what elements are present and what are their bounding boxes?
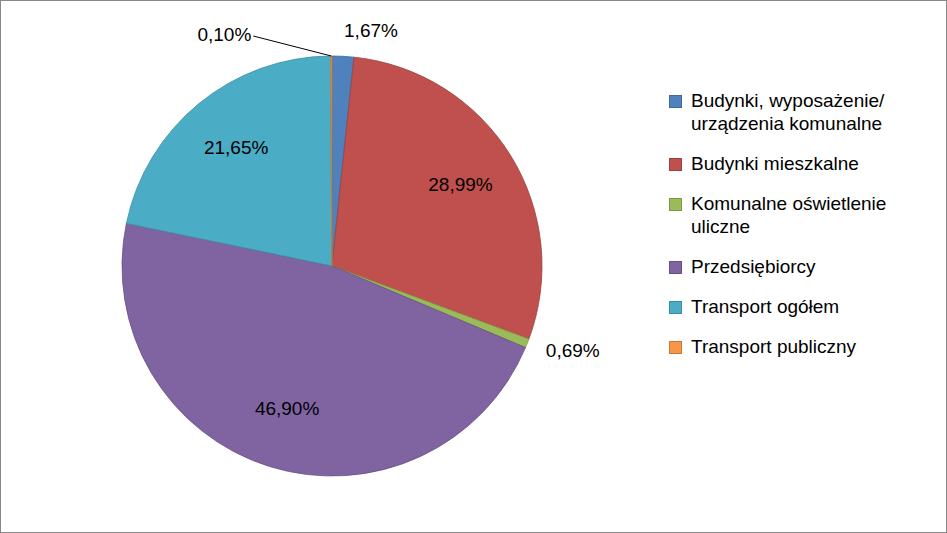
svg-text:46,90%: 46,90% (255, 398, 320, 419)
html-text:Budynki, wyposażenie/ urządzen: Budynki, wyposażenie/ urządzenia komunal… (691, 90, 885, 134)
svg-text:0,10%: 0,10% (197, 24, 251, 45)
html-text:Przedsiębiorcy: Przedsiębiorcy (691, 256, 816, 277)
svg-text:21,65%: 21,65% (204, 137, 269, 158)
html-text:Transport ogółem: Transport ogółem (691, 296, 840, 317)
svg-text:1,67%: 1,67% (344, 20, 398, 41)
svg-text:0,69%: 0,69% (546, 340, 600, 361)
html-text:Budynki mieszkalne: Budynki mieszkalne (691, 153, 859, 174)
svg-text:28,99%: 28,99% (428, 174, 493, 195)
html-text:Transport publiczny: Transport publiczny (691, 336, 857, 357)
html-text:Komunalne oświetlenie uliczne: Komunalne oświetlenie uliczne (691, 193, 887, 237)
